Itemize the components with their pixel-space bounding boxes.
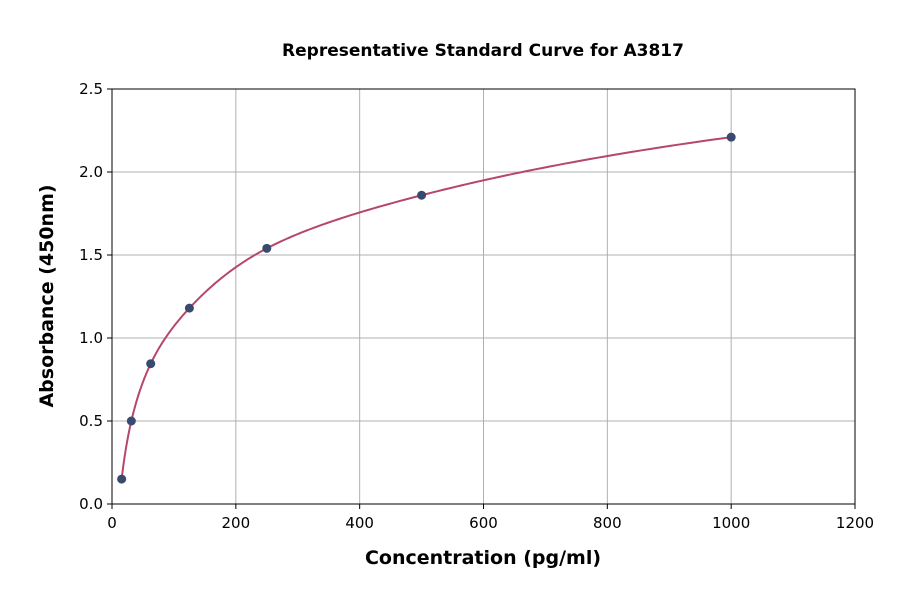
x-tick-label: 800 — [593, 514, 622, 532]
y-tick-label: 1.0 — [79, 329, 103, 347]
grid — [111, 88, 856, 505]
y-ticks: 0.0 0.5 1.0 1.5 2.0 2.5 — [79, 80, 112, 513]
data-point — [126, 416, 136, 426]
x-tick-label: 0 — [107, 514, 117, 532]
data-point — [184, 303, 194, 313]
chart-title: Representative Standard Curve for A3817 — [282, 41, 684, 61]
x-tick-label: 1000 — [712, 514, 750, 532]
x-ticks: 0 200 400 600 800 1000 1200 — [107, 504, 874, 532]
y-tick-label: 0.0 — [79, 495, 103, 513]
data-point — [262, 243, 272, 253]
data-point — [417, 190, 427, 200]
fit-curve-group — [120, 136, 732, 480]
x-tick-label: 1200 — [836, 514, 874, 532]
data-point — [117, 474, 127, 484]
data-points — [117, 132, 736, 484]
y-tick-label: 2.5 — [79, 80, 103, 98]
data-point — [146, 359, 156, 369]
fit-curve — [120, 136, 732, 480]
y-axis-label: Absorbance (450nm) — [36, 184, 58, 407]
x-tick-label: 600 — [469, 514, 498, 532]
x-axis-label: Concentration (pg/ml) — [365, 547, 601, 569]
x-tick-label: 200 — [222, 514, 251, 532]
x-tick-label: 400 — [345, 514, 374, 532]
y-tick-label: 1.5 — [79, 246, 103, 264]
data-point — [726, 132, 736, 142]
y-tick-label: 0.5 — [79, 412, 103, 430]
y-tick-label: 2.0 — [79, 163, 103, 181]
